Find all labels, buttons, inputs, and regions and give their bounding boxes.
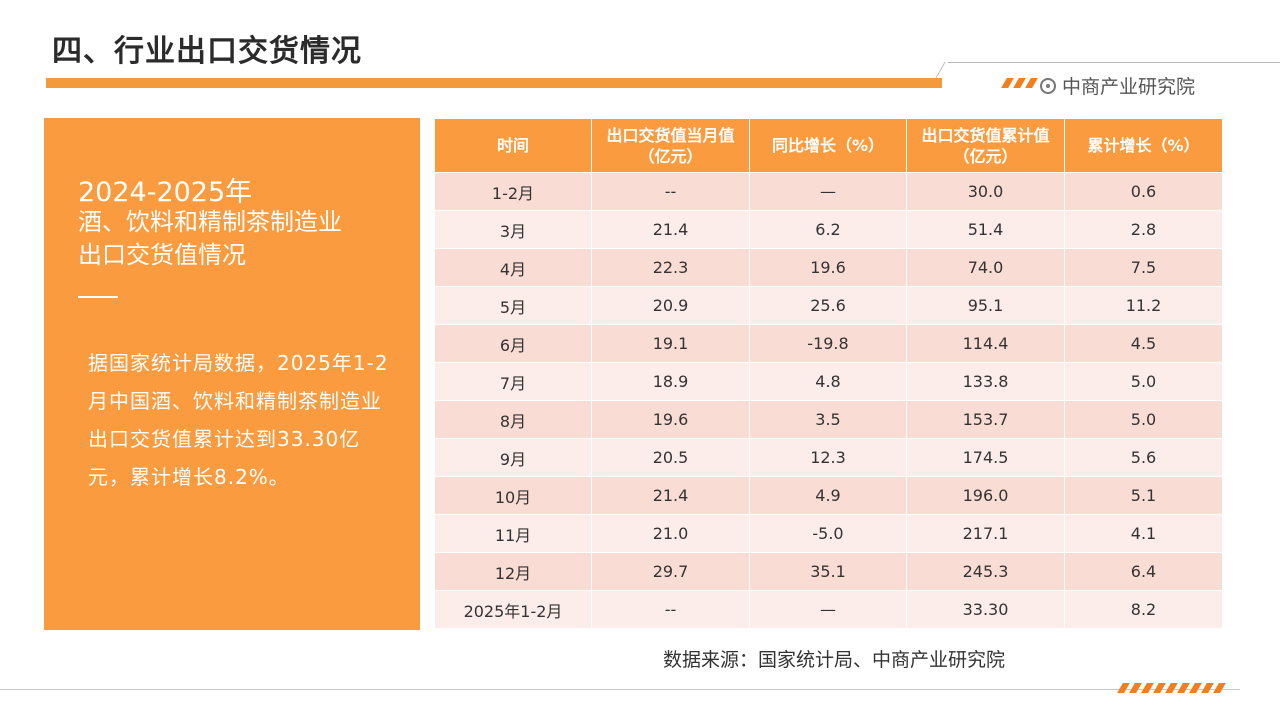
table-row: 11月 21.0 -5.0 217.1 4.1 xyxy=(434,514,1223,553)
cell-yoy-growth: — xyxy=(749,172,907,211)
header-accent-bar xyxy=(46,78,942,88)
table-row: 9月 20.5 12.3 174.5 5.6 xyxy=(434,438,1223,477)
column-header-monthly-value: 出口交货值当月值（亿元） xyxy=(591,118,750,173)
cell-monthly-value: 22.3 xyxy=(591,248,750,287)
cell-cumulative-value: 30.0 xyxy=(906,172,1065,211)
cell-cumulative-value: 245.3 xyxy=(906,552,1065,591)
cell-yoy-growth: 3.5 xyxy=(749,400,907,439)
cell-monthly-value: 20.9 xyxy=(591,286,750,325)
cell-monthly-value: 21.4 xyxy=(591,210,750,249)
cell-period: 2025年1-2月 xyxy=(434,590,592,629)
table-row: 7月 18.9 4.8 133.8 5.0 xyxy=(434,362,1223,401)
cell-yoy-growth: 25.6 xyxy=(749,286,907,325)
brand-name: 中商产业研究院 xyxy=(1062,76,1196,98)
cell-cumulative-value: 174.5 xyxy=(906,438,1065,477)
cell-period: 1-2月 xyxy=(434,172,592,211)
header-stripes-decoration xyxy=(1001,78,1038,88)
target-circle-icon xyxy=(1040,77,1056,94)
cell-cumulative-value: 74.0 xyxy=(906,248,1065,287)
column-header-period: 时间 xyxy=(434,118,592,173)
table-row: 2025年1-2月 -- —33.30 8.2 xyxy=(434,590,1223,629)
table-row: 3月 21.4 6.2 51.4 2.8 xyxy=(434,210,1223,249)
cell-yoy-growth: 6.2 xyxy=(749,210,907,249)
brand-logo: 中商产业研究院 xyxy=(1040,72,1195,99)
cell-monthly-value: 19.6 xyxy=(591,400,750,439)
cell-cumulative-growth: 0.6 xyxy=(1064,172,1223,211)
cell-cumulative-growth: 8.2 xyxy=(1064,590,1223,629)
cell-period: 6月 xyxy=(434,324,592,363)
cell-cumulative-growth: 7.5 xyxy=(1064,248,1223,287)
cell-cumulative-growth: 4.1 xyxy=(1064,514,1223,553)
cell-cumulative-growth: 5.0 xyxy=(1064,362,1223,401)
cell-cumulative-growth: 5.1 xyxy=(1064,476,1223,515)
table-row: 6月 19.1 -19.8 114.4 4.5 xyxy=(434,324,1223,363)
summary-subtitle-line1: 酒、饮料和精制茶制造业 xyxy=(78,208,342,236)
header-divider-line xyxy=(948,62,1280,63)
cell-period: 5月 xyxy=(434,286,592,325)
cell-cumulative-growth: 6.4 xyxy=(1064,552,1223,591)
table-row: 4月 22.3 19.6 74.0 7.5 xyxy=(434,248,1223,287)
table-row: 5月 20.9 25.6 95.1 11.2 xyxy=(434,286,1223,325)
cell-cumulative-value: 114.4 xyxy=(906,324,1065,363)
cell-monthly-value: -- xyxy=(591,590,750,629)
summary-subtitle-line2: 出口交货值情况 xyxy=(78,241,246,269)
column-header-cumulative-value: 出口交货值累计值（亿元） xyxy=(906,118,1065,173)
cell-cumulative-growth: 5.6 xyxy=(1064,438,1223,477)
cell-period: 8月 xyxy=(434,400,592,439)
cell-cumulative-growth: 11.2 xyxy=(1064,286,1223,325)
cell-yoy-growth: -19.8 xyxy=(749,324,907,363)
cell-yoy-growth: 4.8 xyxy=(749,362,907,401)
cell-period: 10月 xyxy=(434,476,592,515)
summary-panel: 2024-2025年 酒、饮料和精制茶制造业 出口交货值情况 据国家统计局数据，… xyxy=(44,118,420,630)
cell-cumulative-value: 95.1 xyxy=(906,286,1065,325)
page-title: 四、行业出口交货情况 xyxy=(52,34,362,69)
table-row: 8月 19.6 3.5 153.7 5.0 xyxy=(434,400,1223,439)
cell-monthly-value: 19.1 xyxy=(591,324,750,363)
data-source-note: 数据来源：国家统计局、中商产业研究院 xyxy=(663,649,1006,671)
cell-cumulative-growth: 5.0 xyxy=(1064,400,1223,439)
cell-cumulative-value: 133.8 xyxy=(906,362,1065,401)
table-row: 1-2月 -- —30.0 0.6 xyxy=(434,172,1223,211)
cell-yoy-growth: 35.1 xyxy=(749,552,907,591)
cell-monthly-value: -- xyxy=(591,172,750,211)
cell-cumulative-value: 51.4 xyxy=(906,210,1065,249)
cell-yoy-growth: 12.3 xyxy=(749,438,907,477)
cell-monthly-value: 29.7 xyxy=(591,552,750,591)
footer-divider-line xyxy=(0,689,1240,690)
table-header-row: 时间 出口交货值当月值（亿元） 同比增长（%） 出口交货值累计值（亿元） 累计增… xyxy=(434,118,1223,173)
cell-period: 12月 xyxy=(434,552,592,591)
cell-monthly-value: 18.9 xyxy=(591,362,750,401)
cell-yoy-growth: — xyxy=(749,590,907,629)
cell-cumulative-growth: 4.5 xyxy=(1064,324,1223,363)
cell-monthly-value: 21.0 xyxy=(591,514,750,553)
cell-period: 4月 xyxy=(434,248,592,287)
column-header-cumulative-growth: 累计增长（%） xyxy=(1064,118,1223,173)
summary-description: 据国家统计局数据，2025年1-2月中国酒、饮料和精制茶制造业出口交货值累计达到… xyxy=(88,351,389,489)
export-value-table: 时间 出口交货值当月值（亿元） 同比增长（%） 出口交货值累计值（亿元） 累计增… xyxy=(434,118,1223,629)
table-body: 1-2月 -- —30.0 0.6 3月 21.4 6.2 51.4 2.8 4月 22.3 19.6… xyxy=(434,172,1223,629)
cell-period: 11月 xyxy=(434,514,592,553)
table-row: 12月 29.7 35.1 245.3 6.4 xyxy=(434,552,1223,591)
cell-period: 3月 xyxy=(434,210,592,249)
cell-period: 9月 xyxy=(434,438,592,477)
cell-yoy-growth: 4.9 xyxy=(749,476,907,515)
cell-cumulative-value: 153.7 xyxy=(906,400,1065,439)
column-header-yoy-growth: 同比增长（%） xyxy=(749,118,907,173)
summary-subtitle: 酒、饮料和精制茶制造业 出口交货值情况 xyxy=(78,206,342,272)
summary-separator xyxy=(78,296,118,298)
cell-cumulative-value: 196.0 xyxy=(906,476,1065,515)
cell-monthly-value: 20.5 xyxy=(591,438,750,477)
cell-monthly-value: 21.4 xyxy=(591,476,750,515)
cell-yoy-growth: 19.6 xyxy=(749,248,907,287)
table-row: 10月 21.4 4.9 196.0 5.1 xyxy=(434,476,1223,515)
cell-period: 7月 xyxy=(434,362,592,401)
cell-cumulative-growth: 2.8 xyxy=(1064,210,1223,249)
summary-year: 2024-2025年 xyxy=(78,177,253,208)
cell-cumulative-value: 33.30 xyxy=(906,590,1065,629)
cell-yoy-growth: -5.0 xyxy=(749,514,907,553)
header-divider-diagonal xyxy=(935,62,946,78)
cell-cumulative-value: 217.1 xyxy=(906,514,1065,553)
footer-stripes-decoration xyxy=(1117,683,1226,693)
